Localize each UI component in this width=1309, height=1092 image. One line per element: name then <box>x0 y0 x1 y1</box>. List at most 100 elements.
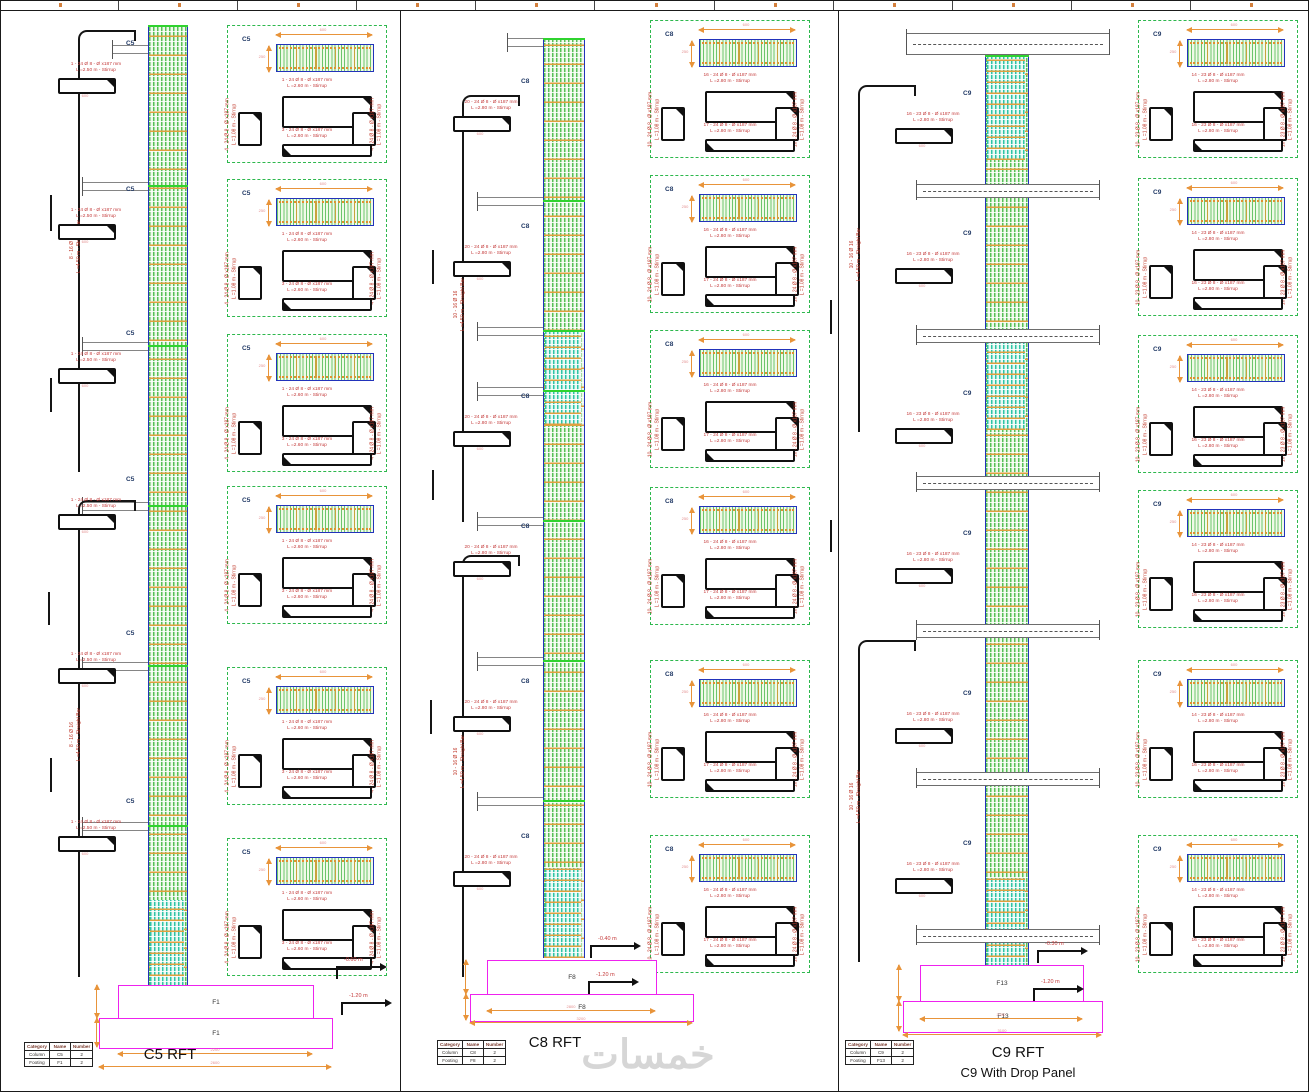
floor-level-line <box>148 505 188 508</box>
internal-tie <box>1207 857 1209 879</box>
stirrup-shape <box>895 428 953 444</box>
rebar-row-bottom <box>702 877 794 879</box>
section-detail-box: C9 600 250 14 - 23 Ø 8 - Ø x187 mm L =2.80 … <box>1136 660 1298 798</box>
level-value: -0.30 m <box>1045 941 1064 947</box>
stirrup-flat <box>705 779 795 792</box>
internal-tie <box>334 508 336 530</box>
internal-tie <box>315 201 317 223</box>
dimension-arrow-left <box>275 31 281 38</box>
section-height-dim <box>1176 198 1183 226</box>
dimension-arrow-up <box>1176 680 1183 686</box>
drop-panel-end-tick <box>1098 768 1100 788</box>
stirrup-dim: 600 <box>476 446 484 451</box>
internal-tie <box>738 857 740 879</box>
drop-panel-dashed-line <box>923 936 1093 937</box>
column-top-line <box>148 25 188 28</box>
section-stirrup-note: 1 - 24 Ø 8 - Ø x187 mm L =2.60 m - Stirr… <box>281 891 333 903</box>
internal-tie <box>1226 357 1228 379</box>
dimension-arrow-up <box>688 195 695 201</box>
stirrup-hook-icon <box>502 118 509 125</box>
dimension-arrow-up <box>265 687 272 693</box>
internal-tie <box>315 860 317 882</box>
dimension-arrow-down <box>895 1026 902 1032</box>
dimension-arrow-up <box>688 680 695 686</box>
section-stirrup-note-2: 3 - 24 Ø 8 - Ø x187 mm L =2.60 m - Stirr… <box>281 770 333 782</box>
summary-table-cell: 2 <box>890 1048 915 1057</box>
slab-line <box>477 652 543 671</box>
dimension-arrow-right <box>367 340 373 347</box>
level-marker-line <box>1033 988 1077 990</box>
internal-tie <box>776 42 778 64</box>
slab-end-tick <box>477 322 479 341</box>
stirrup-hook-icon <box>676 264 683 271</box>
dimension-arrow-down <box>265 880 272 886</box>
dense-stirrup-zone <box>986 55 1026 160</box>
section-label: C5 <box>242 36 251 43</box>
footing-width-value: 2600 <box>210 1060 220 1065</box>
dimension-arrow-left <box>1186 341 1192 348</box>
vertical-rebar <box>858 639 916 962</box>
internal-tie <box>1264 857 1266 879</box>
section-side-note: 10 - 24 Ø 8 - Ø x187 mm L =1.08 m - Stir… <box>647 246 661 303</box>
vertical-rebar <box>462 94 520 522</box>
section-stirrup-note: 14 - 23 Ø 8 - Ø x187 mm L =2.80 m - Stir… <box>1191 888 1245 900</box>
level-value: -1.20 m <box>349 993 368 999</box>
ruler-tick <box>59 3 63 7</box>
dimension-arrow-right <box>790 493 796 500</box>
section-stirrup-note: 1 - 24 Ø 8 - Ø x187 mm L =2.60 m - Stirr… <box>281 539 333 551</box>
internal-tie <box>353 689 355 711</box>
stirrup-hook-icon <box>1278 749 1285 756</box>
stirrup-hook-icon <box>1195 613 1202 620</box>
level-value: -0.60 m <box>344 957 363 963</box>
ruler-cell <box>953 0 1072 10</box>
ruler-cell <box>595 0 715 10</box>
section-height-value: 250 <box>258 515 266 520</box>
column-top-line <box>985 55 1029 58</box>
rebar-row-bottom <box>702 529 794 531</box>
drop-panel-band <box>916 472 1100 492</box>
stirrup-dim: 600 <box>918 143 926 148</box>
stirrup-hook-icon <box>786 908 793 915</box>
stirrup-hook-icon <box>1195 143 1202 150</box>
column-story-label: C8 <box>521 523 530 530</box>
drop-panel-end-tick <box>916 768 918 788</box>
section-height-value: 250 <box>1169 207 1177 212</box>
section-height-dim <box>688 195 695 223</box>
column-cross-section <box>276 44 374 72</box>
slab-end-tick <box>477 192 479 211</box>
stirrup-hook-icon <box>107 370 114 377</box>
dimension-arrow-right <box>1278 666 1284 673</box>
column-story-label: C5 <box>126 330 135 337</box>
rebar-row-bottom <box>702 217 794 219</box>
section-label: C8 <box>665 186 674 193</box>
internal-tie <box>1226 512 1228 534</box>
stirrup-hook-icon <box>284 302 291 309</box>
stirrup-dim: 600 <box>918 893 926 898</box>
stirrup-hook-icon <box>944 730 951 737</box>
stirrup-small-right <box>1263 107 1287 141</box>
column-cross-section <box>699 39 797 67</box>
level-marker-arrow <box>632 977 639 986</box>
stirrup-hook-icon <box>1274 563 1281 570</box>
section-stirrup-note: 14 - 23 Ø 8 - Ø x187 mm L =2.80 m - Stir… <box>1191 713 1245 725</box>
summary-table-header: Category <box>24 1042 50 1051</box>
drop-panel-end-tick <box>1098 620 1100 640</box>
section-stirrup-note-2: 17 - 24 Ø 8 - Ø x187 mm L =2.80 m - Stir… <box>703 590 757 602</box>
footing-height-dim <box>462 993 469 1021</box>
internal-tie <box>757 682 759 704</box>
section-side-note: 10 - 23 Ø 8 - Ø x187 mm L =1.08 m - Stir… <box>1135 561 1149 618</box>
ruler-tick <box>297 3 301 7</box>
column-cross-section <box>699 349 797 377</box>
section-side-note: 10 - 23 Ø 8 - Ø x187 mm L =1.08 m - Stir… <box>1135 91 1149 148</box>
section-stirrup-note: 14 - 23 Ø 8 - Ø x187 mm L =2.80 m - Stir… <box>1191 73 1245 85</box>
stirrup-hook-icon <box>1164 924 1171 931</box>
section-stirrup-note-2: 17 - 24 Ø 8 - Ø x187 mm L =2.80 m - Stir… <box>703 763 757 775</box>
section-stirrup-note: 16 - 24 Ø 8 - Ø x187 mm L =2.80 m - Stir… <box>703 383 757 395</box>
stirrup-small-right <box>775 417 799 451</box>
stirrup-small-left <box>1149 422 1173 456</box>
stirrup-hook-icon <box>944 430 951 437</box>
rebar-row-top <box>1190 200 1282 202</box>
stirrup-hook-icon <box>790 264 797 271</box>
rebar-row-top <box>279 508 371 510</box>
drawing-title: C8 RFT <box>528 1034 582 1051</box>
